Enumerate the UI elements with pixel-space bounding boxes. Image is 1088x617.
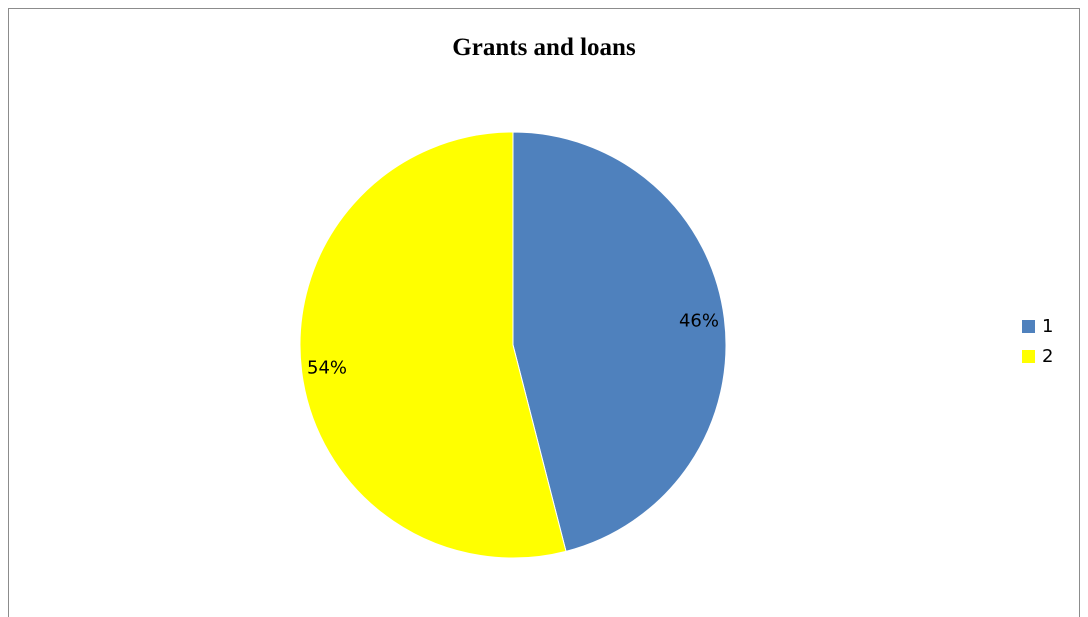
legend-label-2: 2 <box>1042 345 1054 367</box>
pie-slice-1 <box>512 131 727 552</box>
chart-title: Grants and loans <box>452 34 636 61</box>
pie-slice-2 <box>299 131 567 559</box>
pie-data-labels: 46% 54% <box>307 311 719 379</box>
legend-swatch-2 <box>1022 349 1035 363</box>
legend-item-1: 1 <box>1022 313 1053 339</box>
legend-item-2: 2 <box>1022 343 1053 369</box>
data-label-1: 46% <box>679 311 719 332</box>
legend-label-1: 1 <box>1042 315 1054 337</box>
legend-swatch-1 <box>1022 319 1035 333</box>
pie-slices <box>299 131 727 559</box>
legend: 1 2 <box>1022 313 1053 373</box>
data-label-2: 54% <box>307 357 347 378</box>
